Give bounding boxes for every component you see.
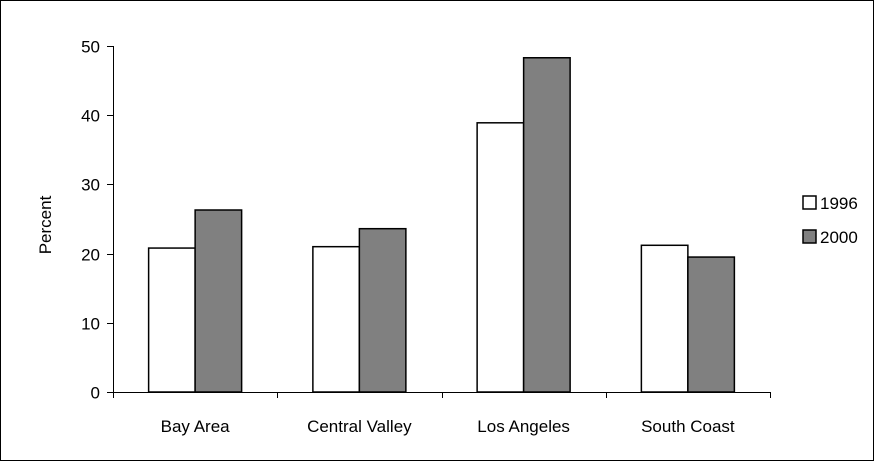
y-tick-label: 50 bbox=[81, 38, 100, 57]
bar-2000-central-valley bbox=[358, 227, 407, 393]
legend-swatch-2000 bbox=[802, 229, 817, 244]
bar-1996-bay-area bbox=[147, 247, 196, 393]
y-tick-label: 10 bbox=[81, 315, 100, 334]
legend-label-2000: 2000 bbox=[820, 228, 858, 247]
bar-1996-central-valley bbox=[312, 245, 361, 393]
y-axis-label: Percent bbox=[36, 195, 55, 254]
y-tick-label: 20 bbox=[81, 246, 100, 265]
x-tick-label: Los Angeles bbox=[477, 417, 570, 436]
bar-2000-south-coast bbox=[687, 256, 736, 393]
y-tick-label: 40 bbox=[81, 107, 100, 126]
bar-1996-south-coast bbox=[640, 244, 689, 393]
y-tick-label: 30 bbox=[81, 176, 100, 195]
legend-label-1996: 1996 bbox=[820, 194, 858, 213]
x-tick-label: Central Valley bbox=[307, 417, 412, 436]
bar-2000-bay-area bbox=[194, 209, 243, 393]
legend-swatch-1996 bbox=[802, 195, 817, 210]
y-tick-label: 0 bbox=[91, 384, 100, 403]
x-tick-label: Bay Area bbox=[161, 417, 231, 436]
bar-2000-los-angeles bbox=[522, 57, 571, 393]
x-tick-label: South Coast bbox=[641, 417, 735, 436]
bar-1996-los-angeles bbox=[476, 122, 525, 393]
